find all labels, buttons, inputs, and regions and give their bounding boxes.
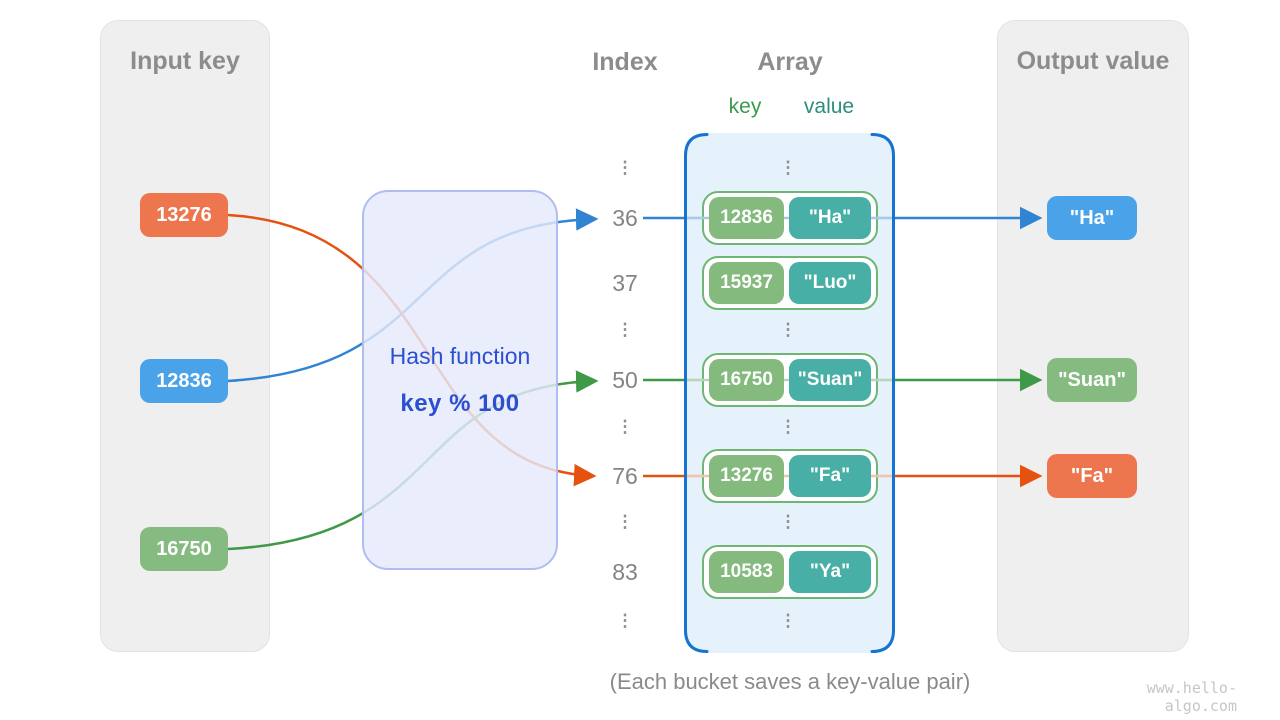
input-key-16750: 16750 <box>140 527 228 571</box>
index-83: 83 <box>612 559 638 585</box>
bucket-37-value: "Luo" <box>789 262 871 304</box>
bucket-50-key: 16750 <box>709 359 784 401</box>
index-dots-5: ⋮ <box>616 611 634 630</box>
hash-function-label: Hash function <box>389 342 531 369</box>
bucket-76-value: "Fa" <box>789 455 871 497</box>
output-value-fa: "Fa" <box>1047 454 1137 498</box>
array-value-header: value <box>803 95 855 118</box>
output-value-suan: "Suan" <box>1047 358 1137 402</box>
bucket-36-key: 12836 <box>709 197 784 239</box>
input-key-13276: 13276 <box>140 193 228 237</box>
index-dots-4: ⋮ <box>616 512 634 531</box>
watermark: www.hello-algo.com <box>1146 679 1237 715</box>
bucket-83-key: 10583 <box>709 551 784 593</box>
array-dots-1: ⋮ <box>779 158 797 177</box>
index-column-title: Index <box>592 48 658 76</box>
array-dots-5: ⋮ <box>779 611 797 630</box>
array-dots-2: ⋮ <box>779 320 797 339</box>
index-50: 50 <box>612 367 638 393</box>
index-36: 36 <box>612 205 638 231</box>
hash-function-formula: key % 100 <box>400 389 520 417</box>
index-76: 76 <box>612 463 638 489</box>
array-column-title: Array <box>757 48 823 76</box>
bucket-37-key: 15937 <box>709 262 784 304</box>
array-key-header: key <box>728 95 762 118</box>
index-dots-1: ⋮ <box>616 158 634 177</box>
input-panel-title: Input key <box>130 47 240 75</box>
input-key-12836: 12836 <box>140 359 228 403</box>
bucket-50-value: "Suan" <box>789 359 871 401</box>
bucket-76-key: 13276 <box>709 455 784 497</box>
index-dots-2: ⋮ <box>616 320 634 339</box>
hash-function-box: Hash function key % 100 <box>362 190 558 570</box>
bucket-36-value: "Ha" <box>789 197 871 239</box>
diagram-caption: (Each bucket saves a key-value pair) <box>609 669 971 694</box>
index-dots-3: ⋮ <box>616 417 634 436</box>
array-dots-3: ⋮ <box>779 417 797 436</box>
array-dots-4: ⋮ <box>779 512 797 531</box>
output-panel: Output value <box>997 20 1189 652</box>
index-37: 37 <box>612 270 638 296</box>
output-panel-title: Output value <box>1016 47 1170 75</box>
bucket-83-value: "Ya" <box>789 551 871 593</box>
output-value-ha: "Ha" <box>1047 196 1137 240</box>
